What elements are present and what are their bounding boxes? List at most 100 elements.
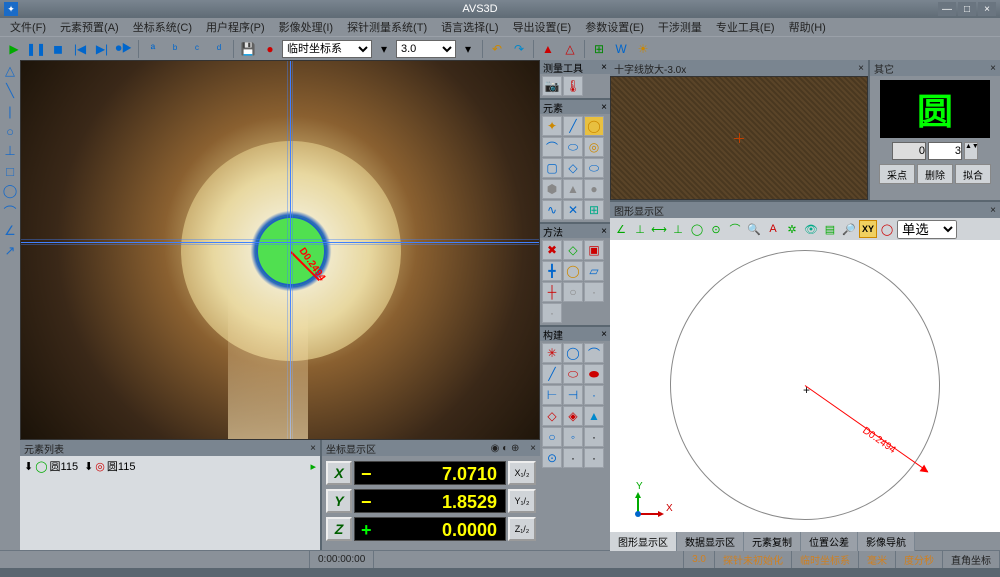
element-list-close[interactable]: × — [310, 443, 316, 454]
c3-icon[interactable]: ⌒ — [584, 343, 604, 363]
c10-icon[interactable]: ◇ — [542, 406, 562, 426]
m10-icon[interactable]: · — [542, 303, 562, 323]
tool-a-icon[interactable]: ª — [143, 39, 163, 59]
tool-arrow[interactable]: ↗ — [1, 242, 19, 260]
g-xy-icon[interactable]: XY — [859, 220, 877, 238]
m8-icon[interactable]: ○ — [563, 282, 583, 302]
coord-system-select[interactable]: 临时坐标系 — [282, 40, 372, 58]
delete-button[interactable]: 删除 — [917, 164, 953, 184]
grid-icon[interactable]: ⊞ — [584, 200, 604, 220]
x-axis-button[interactable]: X — [326, 461, 352, 485]
excel-icon[interactable]: ⊞ — [589, 39, 609, 59]
palette-close[interactable]: × — [601, 226, 607, 237]
point-icon[interactable]: ✦ — [542, 116, 562, 136]
g-select-mode[interactable]: 单选 — [897, 220, 957, 239]
minimize-button[interactable]: — — [938, 2, 956, 16]
g-perp-icon[interactable]: ⊥ — [631, 220, 649, 238]
dropdown2-icon[interactable]: ▾ — [458, 39, 478, 59]
tool-circle[interactable]: ○ — [1, 122, 19, 140]
tab-nav[interactable]: 影像导航 — [858, 532, 915, 551]
line-icon[interactable]: ╱ — [563, 116, 583, 136]
record-dot-icon[interactable]: ● — [260, 39, 280, 59]
c5-icon[interactable]: ⬭ — [563, 364, 583, 384]
g-target-icon[interactable]: ⊙ — [707, 220, 725, 238]
menu-pro-tools[interactable]: 专业工具(E) — [710, 18, 781, 36]
m7-icon[interactable]: ┼ — [542, 282, 562, 302]
pause-button[interactable]: ❚❚ — [26, 39, 46, 59]
hexagon-icon[interactable]: ⬢ — [542, 179, 562, 199]
menu-image-process[interactable]: 影像处理(I) — [273, 18, 339, 36]
c2-icon[interactable]: ◯ — [563, 343, 583, 363]
c18-icon[interactable]: · — [584, 448, 604, 468]
g-dist-icon[interactable]: ⟷ — [650, 220, 668, 238]
menu-coord-system[interactable]: 坐标系统(C) — [127, 18, 198, 36]
menu-export[interactable]: 导出设置(E) — [507, 18, 578, 36]
tool-arc[interactable]: ⌒ — [1, 202, 19, 220]
c13-icon[interactable]: ○ — [542, 427, 562, 447]
tool-vline[interactable]: | — [1, 102, 19, 120]
m5-icon[interactable]: ◯ — [563, 261, 583, 281]
c8-icon[interactable]: ⊣ — [563, 385, 583, 405]
g-layers-icon[interactable]: ▤ — [821, 220, 839, 238]
graph-canvas[interactable]: + D0.2494 Y X — [610, 240, 1000, 532]
y-half-button[interactable]: Y₁/₂ — [508, 489, 536, 513]
g-gear-icon[interactable]: ✲ — [783, 220, 801, 238]
tool-bigcircle[interactable]: ◯ — [1, 182, 19, 200]
word-icon[interactable]: W — [611, 39, 631, 59]
m6-icon[interactable]: ▱ — [584, 261, 604, 281]
triangle-icon[interactable]: ▲ — [538, 39, 558, 59]
list-item[interactable]: ⬇ ◯圆115 — [24, 458, 78, 474]
tool-line[interactable]: ╲ — [1, 82, 19, 100]
c11-icon[interactable]: ◈ — [563, 406, 583, 426]
triangle2-icon[interactable]: △ — [560, 39, 580, 59]
thermometer-icon[interactable]: 🌡 — [563, 76, 583, 96]
play-button[interactable]: ▶ — [4, 39, 24, 59]
coord-panel-close[interactable]: × — [530, 443, 536, 454]
circle-icon[interactable]: ◯ — [584, 116, 604, 136]
c6-icon[interactable]: ⬬ — [584, 364, 604, 384]
palette-close[interactable]: × — [601, 62, 607, 73]
stop-button[interactable]: ◼ — [48, 39, 68, 59]
c7-icon[interactable]: ⊢ — [542, 385, 562, 405]
tool-triangle[interactable]: △ — [1, 62, 19, 80]
arc-icon[interactable]: ⌒ — [542, 137, 562, 157]
fit-button[interactable]: 拟合 — [955, 164, 991, 184]
palette-close[interactable]: × — [601, 329, 607, 340]
m3-icon[interactable]: ▣ — [584, 240, 604, 260]
tab-tolerance[interactable]: 位置公差 — [801, 532, 858, 551]
g-eye-icon[interactable]: 👁 — [802, 220, 820, 238]
points-current-input[interactable] — [892, 142, 926, 160]
tab-graph[interactable]: 图形显示区 — [610, 532, 677, 551]
menu-params[interactable]: 参数设置(E) — [579, 18, 650, 36]
tool-b-icon[interactable]: ᵇ — [165, 39, 185, 59]
points-required-input[interactable] — [928, 142, 962, 160]
c4-icon[interactable]: ╱ — [542, 364, 562, 384]
ellipse-icon[interactable]: ⬭ — [563, 137, 583, 157]
c12-icon[interactable]: ▲ — [584, 406, 604, 426]
zoom-select[interactable]: 3.0 — [396, 40, 456, 58]
menu-language[interactable]: 语言选择(L) — [435, 18, 504, 36]
g-zoom-icon[interactable]: 🔍 — [745, 220, 763, 238]
list-scroll-right[interactable]: ▸ — [310, 460, 316, 473]
record-button[interactable]: ⏺▶ — [114, 39, 134, 59]
maximize-button[interactable]: □ — [958, 2, 976, 16]
z-half-button[interactable]: Z₁/₂ — [508, 517, 536, 541]
tool-perp[interactable]: ⊥ — [1, 142, 19, 160]
tool-c-icon[interactable]: ᶜ — [187, 39, 207, 59]
palette-close[interactable]: × — [601, 102, 607, 113]
other-panel-close[interactable]: × — [990, 63, 996, 74]
menu-user-program[interactable]: 用户程序(P) — [200, 18, 271, 36]
c1-icon[interactable]: ✳ — [542, 343, 562, 363]
g-arc-icon[interactable]: ⌒ — [726, 220, 744, 238]
menu-element-preset[interactable]: 元素预置(A) — [54, 18, 125, 36]
g-circle2-icon[interactable]: ◯ — [878, 220, 896, 238]
tab-copy[interactable]: 元素复制 — [744, 532, 801, 551]
coord-mode-icon[interactable]: ◉ ◐ ⊕ — [491, 443, 520, 454]
redo-icon[interactable]: ↷ — [509, 39, 529, 59]
ring-icon[interactable]: ◎ — [584, 137, 604, 157]
slot-icon[interactable]: ⬭ — [584, 158, 604, 178]
spline-icon[interactable]: ∿ — [542, 200, 562, 220]
menu-file[interactable]: 文件(F) — [4, 18, 52, 36]
g-text-icon[interactable]: A — [764, 220, 782, 238]
m9-icon[interactable]: · — [584, 282, 604, 302]
